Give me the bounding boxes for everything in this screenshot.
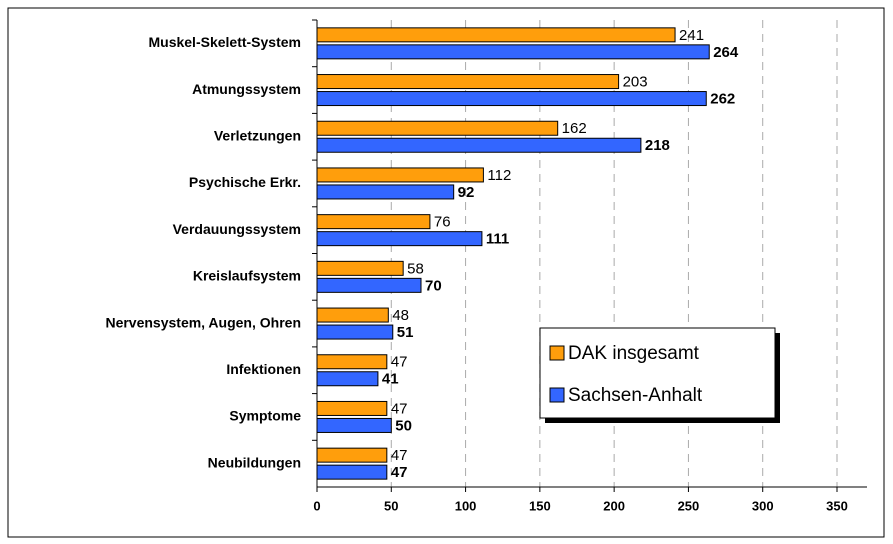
y-tick-label: Nervensystem, Augen, Ohren [105,314,301,330]
bar [316,74,620,90]
x-tick-label: 0 [313,498,320,513]
y-tick-label: Verletzungen [214,127,301,143]
legend-label: DAK insgesamt [568,343,700,364]
data-label: 70 [425,277,442,294]
x-tick-label: 350 [826,498,848,513]
bar [316,91,707,107]
bar [316,120,559,136]
data-label: 92 [458,184,475,201]
bar [316,371,379,387]
x-tick-label: 250 [678,498,700,513]
data-label: 241 [679,27,704,44]
data-label: 203 [623,74,648,91]
bar [316,27,676,43]
bar [316,277,422,293]
bar [316,167,484,183]
y-tick-label: Symptome [229,408,301,424]
y-tick-label: Atmungssystem [192,81,301,97]
bar [316,324,394,340]
bar [316,184,455,200]
legend-label: Sachsen-Anhalt [568,385,703,406]
bar [316,400,388,416]
bar [316,260,404,276]
x-tick-label: 50 [384,498,398,513]
x-tick-label: 150 [529,498,551,513]
bar [316,214,431,230]
y-tick-label: Kreislaufsystem [193,268,301,284]
data-label: 48 [392,307,409,324]
data-label: 50 [395,417,412,434]
data-label: 264 [713,44,739,61]
bar [316,464,388,480]
data-label: 218 [645,137,670,154]
data-label: 47 [391,400,408,417]
x-tick-label: 300 [752,498,774,513]
data-label: 41 [382,371,399,388]
data-label: 58 [407,260,424,277]
x-tick-label: 100 [455,498,477,513]
bar [316,307,389,323]
y-tick-label: Muskel-Skelett-System [148,34,301,50]
legend-swatch [549,345,565,361]
bar [316,447,388,463]
data-label: 47 [391,447,408,464]
data-label: 262 [710,91,735,108]
legend [539,327,776,419]
bar [316,44,710,60]
y-tick-label: Psychische Erkr. [189,174,301,190]
bar [316,354,388,370]
data-label: 47 [391,464,408,481]
data-label: 112 [487,167,511,184]
y-tick-label: Verdauungssystem [173,221,301,237]
x-tick-label: 200 [603,498,625,513]
data-label: 111 [486,231,509,248]
bar [316,137,642,153]
legend-swatch [549,387,565,403]
data-label: 76 [434,214,451,231]
data-label: 47 [391,354,408,371]
bar [316,417,392,433]
data-label: 51 [397,324,414,341]
y-tick-label: Neubildungen [208,454,301,470]
y-tick-label: Infektionen [226,361,301,377]
data-label: 162 [562,120,587,137]
bar [316,231,483,247]
